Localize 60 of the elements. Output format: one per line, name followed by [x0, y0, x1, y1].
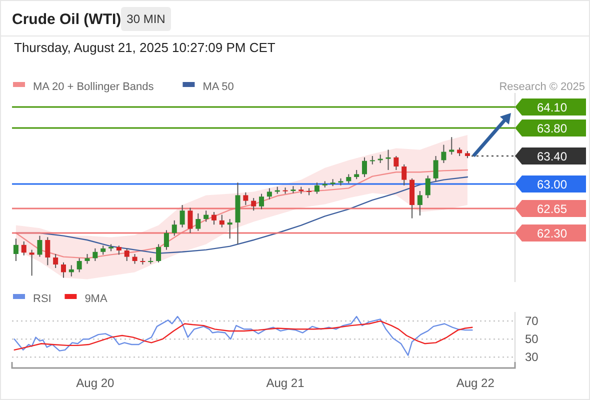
y-tick-label: 63.40	[536, 150, 568, 164]
candlestick	[251, 198, 256, 212]
text: Thursday, August 21, 2025 10:27:09 PM CET	[14, 40, 276, 55]
candlestick	[386, 149, 391, 170]
legend-label: MA 20 + Bollinger Bands	[33, 81, 154, 93]
candlestick	[164, 230, 169, 250]
candlestick	[354, 170, 360, 180]
candlestick	[124, 248, 130, 262]
candlestick	[425, 175, 430, 198]
y-tick-label: 64.10	[536, 100, 568, 114]
legend-label: RSI	[33, 293, 52, 305]
candlestick	[132, 254, 138, 264]
y-tick-label: 63.80	[536, 122, 568, 136]
candlestick	[172, 220, 177, 236]
x-tick-label: Aug 20	[76, 376, 115, 390]
candlestick	[76, 258, 82, 273]
candlestick	[362, 156, 367, 178]
chart-subtitle: 30 MIN	[126, 12, 166, 26]
candlestick	[37, 235, 42, 258]
chart-title: Crude Oil (WTI)	[12, 11, 122, 28]
candlestick	[314, 182, 320, 194]
candlestick	[116, 245, 122, 256]
candlestick	[219, 214, 224, 228]
candlestick	[92, 248, 98, 262]
candlestick	[196, 212, 201, 232]
x-tick-label: Aug 21	[266, 376, 305, 390]
annotation: Research © 2025	[499, 81, 585, 93]
candlestick	[188, 207, 193, 234]
candlestick	[60, 262, 66, 278]
y-tick-label: 62.65	[536, 202, 568, 216]
candlestick	[266, 188, 272, 200]
candlestick	[45, 236, 50, 266]
candlestick	[402, 164, 407, 186]
candlestick	[259, 193, 264, 210]
candlestick	[156, 244, 162, 263]
candlestick	[243, 192, 248, 206]
legend-label: MA 50	[202, 81, 234, 93]
candlestick	[433, 156, 438, 182]
candlestick	[13, 238, 18, 262]
y-tick-label: 30	[525, 350, 539, 364]
candlestick	[29, 249, 34, 276]
candlestick	[211, 212, 216, 226]
candlestick	[227, 218, 232, 240]
y-tick-label: 62.30	[536, 226, 568, 240]
y-tick-label: 50	[525, 332, 539, 346]
candlestick	[21, 240, 26, 256]
candlestick	[441, 144, 446, 164]
candlestick	[449, 136, 454, 156]
candlestick	[84, 254, 90, 264]
candlestick	[53, 254, 58, 268]
legend-label: 9MA	[84, 293, 108, 305]
x-tick-label: Aug 22	[456, 376, 495, 390]
candlestick	[100, 245, 106, 256]
candlestick	[394, 156, 399, 170]
candlestick	[180, 204, 185, 228]
candlestick	[417, 190, 422, 216]
y-tick-label: 63.00	[536, 178, 568, 192]
candlestick	[346, 174, 352, 184]
candlestick	[204, 210, 209, 222]
y-tick-label: 70	[525, 314, 539, 328]
